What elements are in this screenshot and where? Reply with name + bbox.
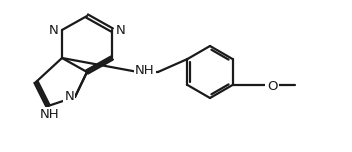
Text: N: N — [116, 24, 126, 36]
Text: N: N — [64, 90, 74, 102]
Text: NH: NH — [40, 109, 60, 121]
Text: N: N — [48, 24, 58, 36]
Text: NH: NH — [135, 64, 155, 78]
Text: O: O — [267, 79, 277, 93]
